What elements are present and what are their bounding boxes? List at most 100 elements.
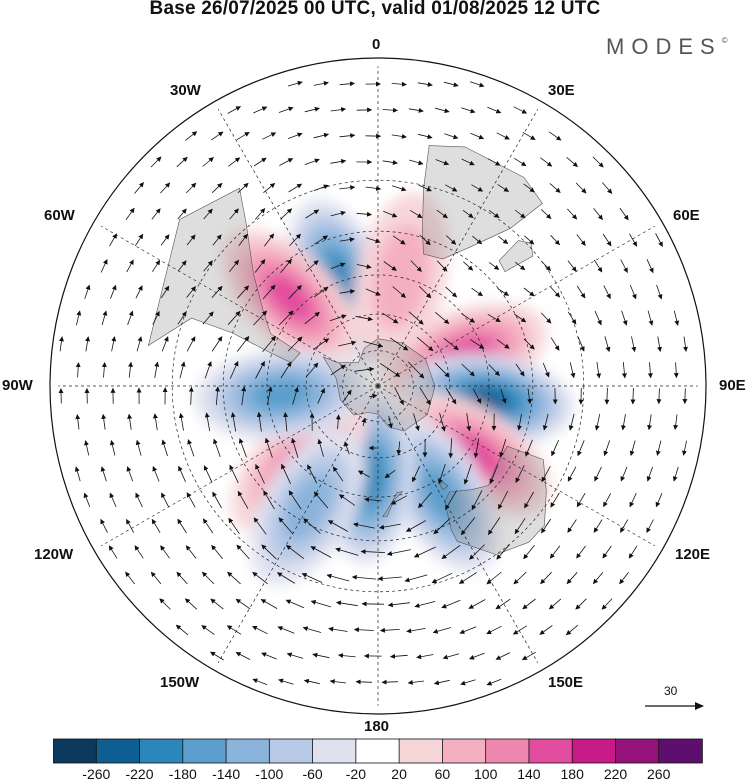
- wind-arrow: [126, 466, 134, 482]
- wind-arrow: [100, 518, 108, 533]
- wind-arrow: [303, 518, 321, 534]
- wind-arrow: [185, 131, 198, 141]
- wind-arrow: [356, 264, 372, 270]
- wind-arrow: [252, 678, 268, 686]
- wind-arrow: [160, 234, 170, 246]
- wind-arrow: [436, 209, 448, 219]
- wind-arrow: [682, 388, 688, 405]
- wind-arrow: [413, 546, 436, 558]
- wind-arrow: [338, 494, 356, 506]
- meridian-line: [217, 109, 379, 387]
- wind-arrow: [445, 184, 458, 192]
- wind-arrow: [150, 156, 162, 168]
- wind-arrow: [469, 652, 485, 660]
- lon-label-90w: 90W: [2, 377, 33, 394]
- wind-arrow: [602, 233, 612, 247]
- meridian-line: [217, 385, 379, 663]
- wind-arrow: [354, 366, 375, 372]
- wind-arrow: [108, 545, 118, 559]
- lon-label-120w: 120W: [34, 546, 74, 563]
- wind-arrow: [550, 286, 561, 298]
- wind-arrow: [416, 336, 434, 352]
- wind-arrow: [329, 314, 347, 322]
- wind-arrow: [441, 544, 461, 560]
- wind-arrow: [230, 412, 237, 432]
- wind-arrow: [285, 599, 305, 609]
- wind-arrow: [551, 440, 559, 457]
- wind-arrow: [227, 310, 241, 325]
- wind-arrow: [628, 545, 638, 559]
- wind-arrow: [229, 360, 239, 379]
- meridian-line: [377, 109, 539, 387]
- wind-arrow: [186, 234, 196, 246]
- wind-arrow: [521, 651, 536, 661]
- wind-arrow: [339, 237, 355, 243]
- wind-arrow: [646, 519, 654, 533]
- wind-arrow: [472, 235, 483, 245]
- wind-arrow: [550, 234, 560, 246]
- wind-arrow: [313, 184, 329, 192]
- wind-arrow: [515, 465, 525, 483]
- wind-arrow: [469, 81, 485, 88]
- wind-arrow: [305, 362, 319, 378]
- wind-arrow: [435, 311, 450, 325]
- wind-arrow: [236, 544, 250, 560]
- colorbar-tick-label: 260: [647, 766, 671, 782]
- wind-arrow: [602, 545, 612, 559]
- brand-mark: ©: [721, 36, 728, 45]
- wind-arrow: [100, 259, 108, 273]
- wind-arrow: [577, 440, 585, 457]
- colorbar-tick-label: 100: [474, 766, 498, 782]
- wind-arrow: [594, 310, 602, 326]
- page-title: Base 26/07/2025 00 UTC, valid 01/08/2025…: [149, 0, 601, 19]
- wind-arrow: [310, 546, 332, 558]
- wind-arrow: [159, 598, 171, 610]
- wind-arrow: [353, 522, 375, 529]
- wind-arrow: [620, 466, 628, 482]
- wind-arrow: [280, 361, 292, 379]
- wind-arrow: [212, 234, 222, 246]
- colorbar-tick-label: 20: [391, 766, 407, 782]
- wind-arrow: [406, 628, 426, 634]
- wind-arrow: [523, 183, 535, 193]
- meridian-line: [377, 225, 655, 387]
- colorbar-bin: [571, 738, 617, 764]
- wind-arrow: [488, 262, 500, 270]
- wind-arrow: [215, 386, 220, 406]
- wind-arrow: [593, 259, 603, 273]
- wind-arrow: [601, 182, 613, 194]
- wind-arrow: [548, 131, 562, 141]
- lon-label-150e: 150E: [548, 674, 584, 691]
- wind-arrow: [228, 157, 241, 167]
- wind-arrow: [109, 233, 117, 247]
- wind-arrow: [567, 519, 577, 533]
- wind-arrow: [486, 678, 502, 686]
- wind-arrow: [264, 437, 273, 458]
- wind-arrow: [382, 160, 398, 165]
- wind-arrow: [487, 106, 502, 114]
- wind-arrow: [312, 652, 330, 659]
- wind-arrow: [357, 470, 370, 478]
- wind-arrow: [287, 80, 303, 87]
- wind-arrow: [241, 386, 247, 406]
- wind-arrow: [127, 413, 133, 430]
- wind-arrow: [339, 185, 356, 191]
- wind-arrow: [127, 310, 134, 326]
- colorbar-tick-label: 140: [517, 766, 541, 782]
- wind-arrow: [135, 492, 143, 508]
- colorbar-tick-label: -60: [302, 766, 323, 782]
- wind-arrow: [445, 387, 457, 405]
- wind-arrow: [567, 466, 577, 482]
- wind-arrow: [101, 310, 108, 326]
- wind-arrow: [314, 235, 329, 245]
- wind-arrow: [461, 363, 475, 377]
- colorbar-tick-label: 180: [560, 766, 584, 782]
- wind-arrow: [391, 133, 407, 139]
- wind-arrow: [288, 183, 303, 193]
- colorbar-bin: [95, 738, 141, 764]
- wind-arrow: [287, 336, 303, 352]
- graticule: [58, 66, 698, 706]
- wind-arrow: [229, 259, 240, 273]
- wind-arrow: [620, 519, 629, 533]
- wind-arrow: [433, 679, 450, 686]
